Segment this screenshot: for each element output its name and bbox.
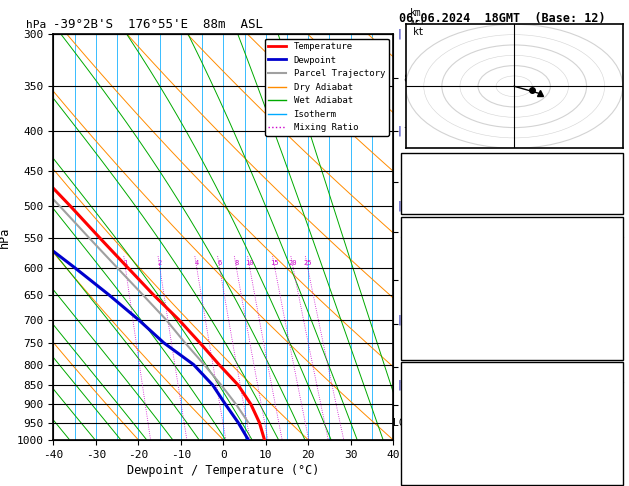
Text: 06.06.2024  18GMT  (Base: 12): 06.06.2024 18GMT (Base: 12)	[399, 12, 606, 25]
Text: km
ASL: km ASL	[410, 8, 428, 30]
Text: hPa: hPa	[26, 20, 47, 30]
Text: |: |	[396, 201, 402, 211]
Text: 8: 8	[234, 260, 238, 266]
Legend: Temperature, Dewpoint, Parcel Trajectory, Dry Adiabat, Wet Adiabat, Isotherm, Mi: Temperature, Dewpoint, Parcel Trajectory…	[265, 38, 389, 136]
Text: 20: 20	[289, 260, 298, 266]
Text: kt: kt	[413, 27, 425, 36]
Text: 9.7: 9.7	[601, 243, 620, 252]
Text: Surface: Surface	[490, 222, 534, 232]
Text: 34: 34	[608, 179, 620, 189]
Text: 0: 0	[614, 449, 620, 459]
Text: 14: 14	[608, 304, 620, 313]
Text: 4: 4	[194, 260, 199, 266]
Text: Most Unstable: Most Unstable	[471, 367, 553, 377]
Text: PW (cm): PW (cm)	[404, 199, 448, 209]
Text: 6: 6	[614, 429, 620, 438]
Text: |: |	[396, 126, 402, 136]
Text: 309: 309	[601, 408, 620, 418]
Text: Lifted Index: Lifted Index	[404, 429, 479, 438]
Text: θᴇ(K): θᴇ(K)	[404, 283, 435, 293]
Text: Temp (°C): Temp (°C)	[404, 243, 460, 252]
Text: CAPE (J): CAPE (J)	[404, 449, 454, 459]
Text: 6: 6	[218, 260, 221, 266]
Text: Lifted Index: Lifted Index	[404, 304, 479, 313]
Text: Dewp (°C): Dewp (°C)	[404, 263, 460, 273]
Text: |: |	[396, 314, 402, 325]
Text: K: K	[404, 158, 410, 168]
Text: Pressure (mb): Pressure (mb)	[404, 388, 485, 398]
Text: 0: 0	[614, 345, 620, 354]
Text: CIN (J): CIN (J)	[404, 345, 448, 354]
Text: 2: 2	[158, 260, 162, 266]
Text: θᴇ (K): θᴇ (K)	[404, 408, 442, 418]
Text: 297: 297	[601, 283, 620, 293]
Text: 0: 0	[614, 324, 620, 334]
X-axis label: Dewpoint / Temperature (°C): Dewpoint / Temperature (°C)	[127, 464, 320, 477]
Text: 750: 750	[601, 388, 620, 398]
Text: 15: 15	[270, 260, 279, 266]
Text: LCL: LCL	[393, 418, 411, 428]
Text: 5.9: 5.9	[601, 263, 620, 273]
Text: 16: 16	[608, 158, 620, 168]
Text: 1.95: 1.95	[595, 199, 620, 209]
Y-axis label: hPa: hPa	[0, 226, 11, 247]
Text: CIN (J): CIN (J)	[404, 469, 448, 479]
Y-axis label: Mixing Ratio (g/kg): Mixing Ratio (g/kg)	[414, 177, 424, 296]
Text: Totals Totals: Totals Totals	[404, 179, 485, 189]
Text: CAPE (J): CAPE (J)	[404, 324, 454, 334]
Text: 25: 25	[303, 260, 312, 266]
Text: 10: 10	[245, 260, 254, 266]
Text: -39°2B'S  176°55'E  88m  ASL: -39°2B'S 176°55'E 88m ASL	[53, 18, 264, 32]
Text: 1: 1	[123, 260, 128, 266]
Text: |: |	[396, 29, 402, 39]
Text: |: |	[396, 380, 402, 390]
Text: 0: 0	[614, 469, 620, 479]
